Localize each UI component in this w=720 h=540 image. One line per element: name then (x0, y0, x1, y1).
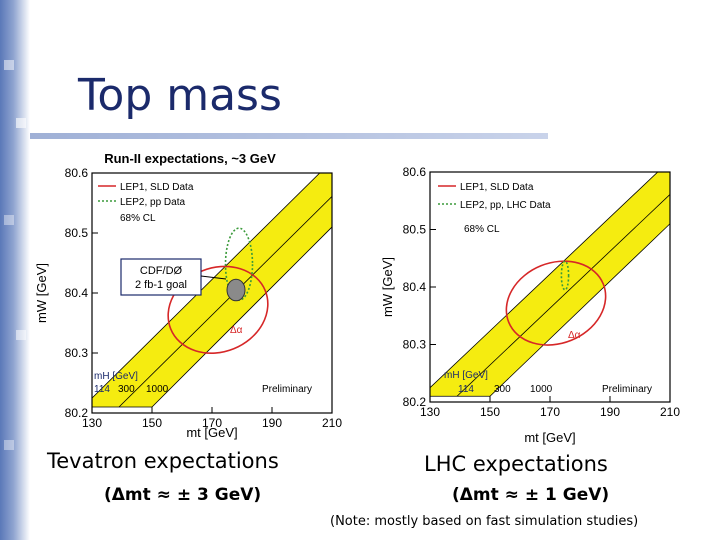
y-tick-label: 80.2 (65, 406, 89, 420)
ellipse-lep1-sld (167, 265, 269, 354)
tevatron-y-axis-label: mW [GeV] (34, 263, 49, 323)
cdf-goal-box-text: CDF/DØ 2 fb-1 goal (135, 265, 187, 291)
cdf-goal-line: 2 fb-1 goal (135, 279, 187, 291)
x-tick-label: 150 (142, 416, 162, 430)
sm-band-inner-line (118, 195, 332, 408)
y-tick-label: 80.5 (65, 226, 89, 240)
lhc-y-axis-label: mW [GeV] (380, 257, 395, 317)
x-tick-label: 130 (420, 405, 440, 419)
y-tick-label: 80.4 (65, 286, 89, 300)
tevatron-chart-title: Run-II expectations, ~3 GeV (104, 151, 276, 166)
cdf-goal-box (120, 258, 202, 296)
tevatron-delta-alpha: Δα (230, 325, 243, 336)
y-tick-label: 80.3 (65, 346, 89, 360)
tevatron-preliminary: Preliminary (262, 384, 312, 395)
lhc-legend-lhc-label: LEP2, pp, LHC Data (460, 200, 551, 211)
tevatron-mh-1000: 1000 (146, 384, 169, 395)
tevatron-mh-label: mH [GeV] (94, 371, 138, 382)
ellipse-goal (226, 278, 246, 302)
x-tick-label: 170 (540, 405, 560, 419)
tevatron-x-axis-label: mt [GeV] (186, 425, 237, 440)
lhc-plot-svg: 130 150 170 190 210 80.2 80.3 80.4 80.5 80.6 mt [… (380, 165, 680, 445)
x-tick-label: 170 (202, 416, 222, 430)
lhc-x-axis-label: mt [GeV] (524, 430, 575, 445)
x-tick-label: 210 (660, 405, 680, 419)
lhc-mh-300: 300 (494, 384, 511, 395)
tevatron-mh-300: 300 (118, 384, 135, 395)
sm-higgs-band (92, 173, 332, 408)
tevatron-caption: Tevatron expectations (47, 449, 279, 473)
x-tick-label: 130 (82, 416, 102, 430)
sm-higgs-band (430, 172, 670, 397)
sm-band-inner-line (456, 193, 670, 397)
tevatron-plot-svg: 130 150 170 190 210 80.2 80.3 80.4 80.5 80.6 Run-… (34, 151, 342, 440)
y-tick-label: 80.6 (403, 165, 427, 179)
x-tick-label: 150 (480, 405, 500, 419)
lhc-mh-label: mH [GeV] (444, 370, 488, 381)
x-tick-label: 210 (322, 416, 342, 430)
lhc-mh-114: 114 (458, 384, 474, 395)
tevatron-legend-lep1-label: LEP1, SLD Data (120, 182, 194, 193)
tevatron-precision: (Δmt ≈ ± 3 GeV) (104, 485, 262, 505)
x-tick-label: 190 (600, 405, 620, 419)
lhc-legend-lep1-label: LEP1, SLD Data (460, 182, 534, 193)
simulation-note: (Note: mostly based on fast simulation s… (330, 514, 639, 529)
tevatron-plot: 130 150 170 190 210 80.2 80.3 80.4 80.5 80.6 Run-… (30, 143, 348, 447)
y-tick-label: 80.2 (403, 395, 427, 409)
ellipse-lhc (560, 260, 570, 291)
lhc-precision: (Δmt ≈ ± 1 GeV) (452, 485, 610, 505)
tevatron-legend-lep2-label: LEP2, pp Data (120, 197, 185, 208)
lhc-delta-alpha: Δα (568, 330, 581, 341)
decorative-left-bar (0, 0, 30, 540)
lhc-legend-cl-label: 68% CL (464, 224, 500, 235)
y-tick-label: 80.6 (65, 166, 89, 180)
lhc-plot: 130 150 170 190 210 80.2 80.3 80.4 80.5 80.6 mt [… (378, 160, 684, 450)
cdf-goal-line: CDF/DØ (140, 265, 183, 277)
y-tick-label: 80.4 (403, 280, 427, 294)
lhc-preliminary: Preliminary (602, 384, 652, 395)
y-tick-label: 80.5 (403, 223, 427, 237)
ellipse-lep1-sld (505, 260, 607, 346)
lhc-caption: LHC expectations (424, 452, 608, 476)
title-divider (30, 133, 548, 139)
tevatron-mh-114: 114 (94, 384, 110, 395)
cdf-goal-arrow (200, 275, 227, 280)
slide-title: Top mass (78, 70, 282, 121)
y-tick-label: 80.3 (403, 338, 427, 352)
lhc-mh-1000: 1000 (530, 384, 553, 395)
tevatron-legend-cl-label: 68% CL (120, 213, 156, 224)
x-tick-label: 190 (262, 416, 282, 430)
